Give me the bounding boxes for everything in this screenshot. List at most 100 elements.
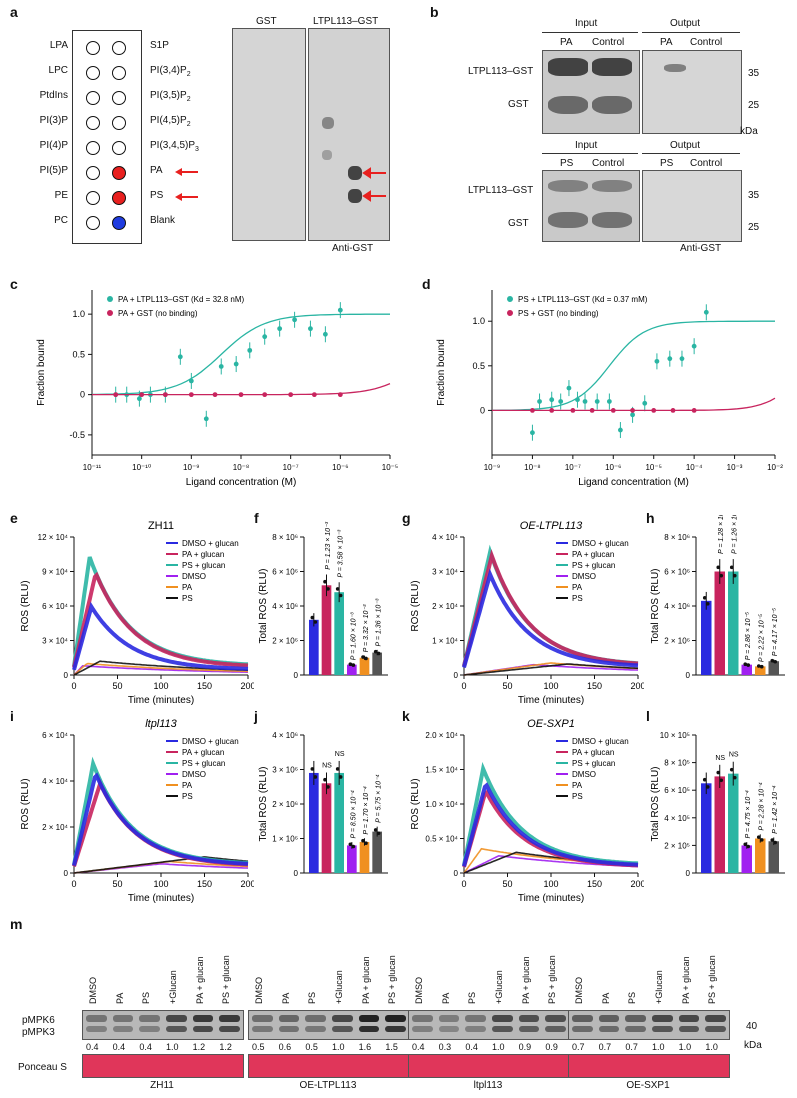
x-axis-label: Ligand concentration (M) xyxy=(578,477,689,488)
b-output-top: Output xyxy=(670,18,701,29)
y-tick-label: -0.5 xyxy=(69,430,85,440)
lane-label: +Glucan xyxy=(334,970,344,1004)
data-point xyxy=(530,430,535,436)
data-point xyxy=(322,331,328,337)
data-point xyxy=(139,392,145,398)
y-tick-label: 4 × 10⁴ xyxy=(432,533,458,542)
data-point xyxy=(188,392,194,398)
y-tick-label: 0 xyxy=(294,671,299,680)
arrow-head xyxy=(175,193,182,201)
x-tick-label: 150 xyxy=(587,681,602,691)
band-pmpk3 xyxy=(252,1026,273,1032)
data-point xyxy=(756,664,761,668)
lipid-label-left: LPC xyxy=(48,65,68,76)
band-pmpk3 xyxy=(625,1026,646,1032)
data-point xyxy=(233,361,239,367)
data-point xyxy=(630,408,635,413)
data-point xyxy=(364,841,368,845)
data-point xyxy=(732,775,737,780)
bar xyxy=(334,772,344,873)
ros-curve xyxy=(462,782,639,867)
data-point xyxy=(177,354,183,360)
panel-label-j: j xyxy=(254,708,258,724)
lane-label: PS xyxy=(627,991,638,1004)
quant-value: 0.6 xyxy=(278,1042,292,1052)
b-band-6 xyxy=(548,180,588,192)
bar xyxy=(741,845,752,873)
y-tick-label: 2 × 10⁴ xyxy=(432,602,458,611)
bar xyxy=(728,571,739,675)
ros-curve xyxy=(73,664,248,676)
data-point xyxy=(364,656,368,661)
y-tick-label: 2 × 10⁶ xyxy=(664,637,690,646)
y-tick-label: 6 × 10⁴ xyxy=(42,602,68,611)
y-tick-label: 6 × 10⁴ xyxy=(42,731,68,740)
spot-pi45p2 xyxy=(322,117,334,129)
legend-label: DMSO + glucan xyxy=(572,737,629,746)
b-lane-top-3: PA xyxy=(660,37,673,48)
b-band-9 xyxy=(592,212,632,228)
bar xyxy=(728,773,739,873)
data-point xyxy=(323,579,327,584)
panel-label-m: m xyxy=(10,916,23,932)
x-tick-label: 100 xyxy=(543,879,558,889)
legend-label: DMSO xyxy=(182,572,206,581)
band-pmpk3 xyxy=(192,1026,214,1032)
y-tick-label: 10 × 10⁵ xyxy=(660,731,690,740)
chart-c-binding-pa: 10⁻¹¹ 10⁻¹⁰ 10⁻⁹ 10⁻⁸ 10⁻⁷ 10⁻⁶ 10⁻⁵ -0.5 0 0.5 1.… xyxy=(36,290,398,488)
y-tick-label: 8 × 10⁶ xyxy=(664,533,690,542)
quant-value: 1.0 xyxy=(332,1042,345,1052)
ros-curve xyxy=(72,571,249,668)
y-tick-label: 1.0 xyxy=(472,316,485,326)
b-input-line-top xyxy=(542,32,638,33)
data-point xyxy=(705,601,710,606)
y-tick-label: 0 xyxy=(80,390,85,400)
legend-marker xyxy=(507,296,513,302)
lipid-spot-right xyxy=(112,116,126,130)
bar xyxy=(755,838,766,873)
lipid-label-right: PS xyxy=(150,190,164,201)
bar xyxy=(334,592,344,675)
bar xyxy=(321,783,332,873)
band-pmpk6 xyxy=(358,1015,380,1022)
band-pmpk3 xyxy=(598,1026,620,1032)
b-band-3 xyxy=(664,64,686,72)
lipid-label-left: LPA xyxy=(49,40,68,51)
band-pmpk3 xyxy=(438,1026,460,1032)
lipid-label-left: PI(4)P xyxy=(39,140,68,151)
x-axis-label: Time (minutes) xyxy=(128,695,194,705)
data-point xyxy=(376,651,381,656)
data-point xyxy=(759,664,764,669)
band-pmpk3 xyxy=(678,1026,700,1032)
p-value-label: P = 1.28 × 10⁻⁵ xyxy=(718,515,725,554)
data-point xyxy=(311,392,317,398)
b-lane-bottom-3: PS xyxy=(660,158,674,169)
x-tick-label: 10⁻⁶ xyxy=(605,463,621,472)
x-tick-label: 0 xyxy=(71,879,76,889)
lipid-spot-right xyxy=(112,91,126,105)
ros-curve xyxy=(463,663,639,676)
lane-label: +Glucan xyxy=(654,970,664,1004)
data-point xyxy=(759,838,764,842)
data-point xyxy=(335,587,340,591)
quant-value: 1.0 xyxy=(678,1042,692,1052)
x-tick-label: 10⁻² xyxy=(767,463,783,472)
x-axis-label: Ligand concentration (M) xyxy=(186,477,297,488)
band-pmpk6 xyxy=(572,1015,593,1022)
x-tick-label: 0 xyxy=(71,681,76,691)
data-point xyxy=(558,399,564,404)
y-tick-label: 0 xyxy=(686,671,691,680)
data-point xyxy=(351,844,356,849)
ponceau-blot xyxy=(248,1054,410,1078)
data-point xyxy=(361,838,365,843)
x-tick-label: 50 xyxy=(502,681,512,691)
lipid-spot-right xyxy=(112,41,126,55)
lane-label: PA xyxy=(280,992,291,1004)
y-tick-label: 0 xyxy=(454,671,459,680)
x-tick-label: 200 xyxy=(630,879,644,889)
quant-value: 1.0 xyxy=(492,1042,505,1052)
ros-curve xyxy=(462,549,639,667)
data-point xyxy=(691,343,697,349)
band-pmpk3 xyxy=(518,1026,540,1032)
y-tick-label: 6 × 10⁶ xyxy=(664,568,690,577)
